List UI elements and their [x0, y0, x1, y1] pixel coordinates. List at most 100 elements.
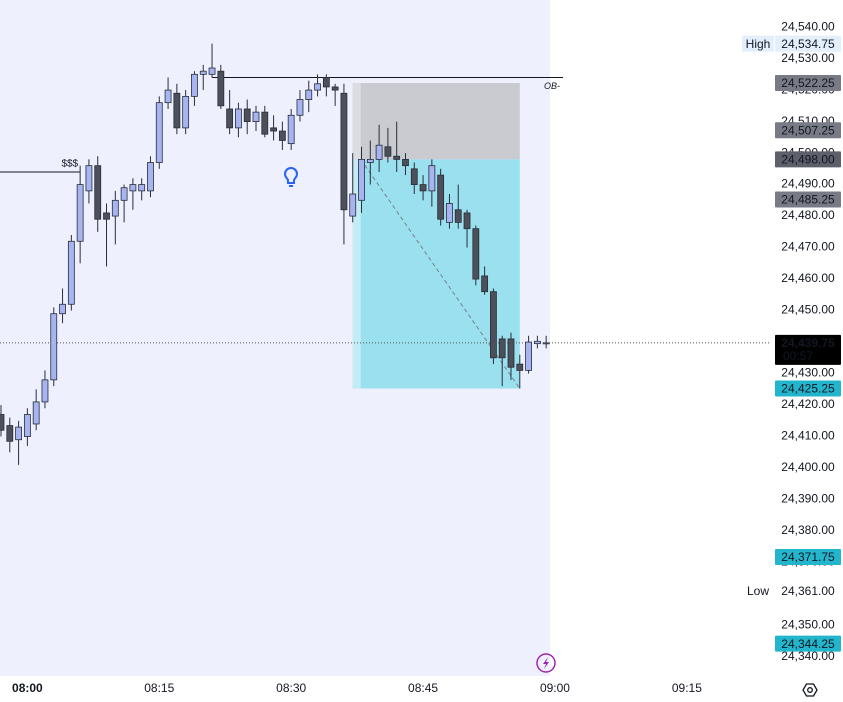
x-tick-label: 08:45: [408, 681, 438, 695]
y-tick-label: 24,390.00: [781, 492, 835, 506]
price-badge-label: 24,507.25: [781, 123, 835, 137]
replay-icon[interactable]: [536, 653, 556, 673]
candle-body: [235, 108, 242, 129]
y-tick-label: 24,540.00: [781, 19, 835, 33]
candle-body: [191, 73, 198, 97]
candle-body: [358, 158, 365, 201]
candle-body: [199, 70, 207, 75]
candle-body: [155, 102, 163, 163]
price-badge-label: 24,439.75: [781, 336, 835, 350]
candle-body: [164, 89, 172, 104]
candle-body: [384, 146, 392, 157]
candle-body: [111, 199, 119, 217]
price-badge-label: 24,344.25: [781, 637, 835, 651]
candle-body: [217, 70, 225, 107]
candle-body: [94, 165, 102, 220]
candle-body: [533, 340, 541, 345]
price-badge: [775, 35, 841, 52]
tag-label: High: [746, 37, 771, 51]
settings-icon[interactable]: [802, 683, 818, 697]
x-tick-label: 08:30: [276, 681, 306, 695]
candle-body: [366, 158, 374, 163]
candle-body: [138, 184, 146, 192]
candle-body: [428, 165, 436, 192]
y-tick-label: 24,460.00: [781, 271, 835, 285]
candle-body: [41, 379, 49, 403]
price-badge-label: 24,522.25: [781, 76, 835, 90]
x-tick-label: 08:00: [12, 681, 43, 695]
candle-body: [490, 291, 497, 359]
y-tick-label: 24,410.00: [781, 429, 835, 443]
price-badge: [775, 549, 841, 566]
price-badge-label: 24,425.25: [781, 382, 835, 396]
candle-body: [147, 162, 154, 192]
candle-body: [287, 114, 295, 145]
candle-body: [243, 108, 251, 122]
price-badge-label: 24,485.25: [781, 193, 835, 207]
candle-body: [129, 184, 137, 192]
candle-body: [32, 401, 40, 425]
candle-body: [419, 184, 427, 192]
y-tick-label: 24,350.00: [781, 618, 835, 632]
candle-body: [402, 158, 409, 167]
candle-layer: [0, 43, 550, 465]
candle-body: [261, 111, 269, 135]
candle-body: [76, 184, 84, 242]
candle-body: [173, 92, 181, 129]
candle-body: [340, 92, 348, 211]
candle-body: [322, 77, 330, 88]
idea-icon[interactable]: [283, 167, 299, 187]
candle-body: [525, 341, 532, 371]
candle-body: [463, 212, 471, 230]
candle-body: [6, 425, 14, 442]
price-badge: [775, 582, 841, 599]
candle-body: [542, 342, 550, 345]
y-tick-label: 24,470.00: [781, 240, 835, 254]
y-tick-label: 24,340.00: [781, 649, 835, 663]
x-tick-label: 08:15: [144, 681, 174, 695]
tag-badge: [742, 582, 774, 599]
y-tick-label: 24,530.00: [781, 51, 835, 65]
candle-body: [410, 168, 418, 185]
axis-layer: 24,340.0024,350.0024,360.0024,370.0024,3…: [12, 19, 835, 695]
tag-badge: [742, 35, 774, 52]
candle-body: [270, 127, 277, 132]
tag-label: Low: [747, 584, 769, 598]
candle-body: [516, 363, 524, 371]
candle-body: [472, 228, 480, 280]
candle-body: [314, 83, 321, 91]
candle-body: [393, 155, 401, 160]
candle-body: [481, 275, 489, 293]
y-tick-label: 24,450.00: [781, 303, 835, 317]
candle-body: [507, 338, 515, 368]
y-tick-label: 24,490.00: [781, 177, 835, 191]
candle-body: [23, 414, 31, 437]
price-badge-label: 24,361.00: [781, 584, 835, 598]
x-tick-label: 09:00: [540, 681, 570, 695]
price-badge-label: 24,534.75: [781, 37, 835, 51]
candle-body: [85, 165, 93, 192]
price-badge-label: 24,498.00: [781, 153, 835, 167]
candle-body: [208, 67, 216, 75]
level-layer: OB- $$$: [0, 76, 770, 344]
candle-body: [498, 338, 506, 359]
price-badge: [775, 74, 841, 91]
target-strip: [352, 159, 361, 389]
price-label-layer: 24,534.75 High 24,522.25 24,507.25 24,498.00…: [742, 35, 841, 652]
price-badge: [775, 380, 841, 397]
price-badge: [775, 151, 841, 168]
candle-body: [437, 174, 445, 220]
y-tick-label: 24,430.00: [781, 366, 835, 380]
candle-body: [296, 99, 304, 116]
price-badge: [775, 334, 841, 365]
y-tick-label: 24,400.00: [781, 460, 835, 474]
x-tick-label: 09:15: [672, 681, 702, 695]
price-badge: [775, 191, 841, 208]
candle-body: [50, 313, 58, 381]
candle-body: [15, 426, 22, 441]
candle-body: [375, 144, 383, 160]
candle-body: [59, 303, 66, 315]
candle-body: [103, 212, 110, 220]
level-label: $$$: [61, 159, 78, 170]
